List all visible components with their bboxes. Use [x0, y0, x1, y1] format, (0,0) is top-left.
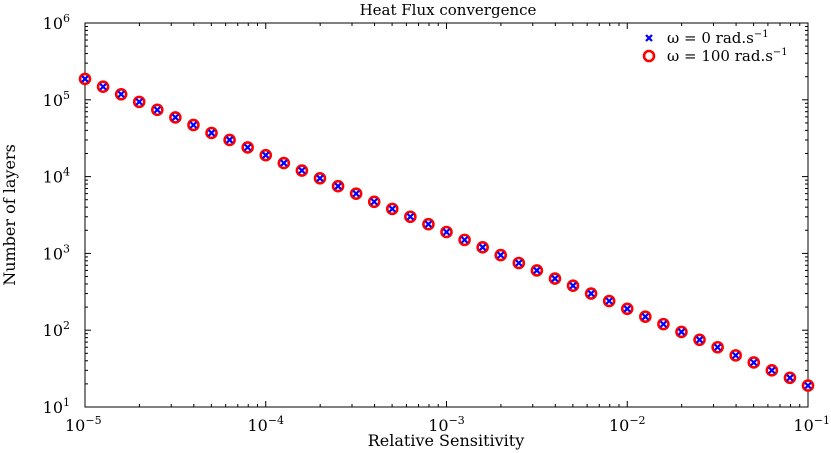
- marker-omega-0: [334, 182, 342, 190]
- marker-omega-0: [243, 143, 252, 152]
- marker-omega-0: [388, 205, 397, 213]
- legend: ω = 0 rad.s−1ω = 100 rad.s−1: [642, 29, 788, 65]
- marker-omega-0: [225, 136, 234, 144]
- marker-omega-0: [298, 166, 306, 175]
- marker-omega-0: [406, 212, 415, 221]
- marker-omega-0: [189, 121, 198, 129]
- y-tick-label: 101: [43, 396, 70, 417]
- chart-title: Heat Flux convergence: [360, 1, 537, 19]
- marker-omega-0: [81, 75, 89, 83]
- marker-omega-0: [587, 289, 595, 298]
- marker-omega-0: [135, 98, 143, 106]
- y-tick-label: 102: [43, 319, 70, 340]
- marker-omega-0: [786, 374, 794, 382]
- marker-omega-0: [695, 336, 704, 344]
- marker-omega-0: [605, 297, 613, 305]
- marker-omega-0: [551, 274, 559, 283]
- marker-omega-0: [623, 305, 632, 313]
- legend-label: ω = 0 rad.s−1: [667, 29, 769, 47]
- marker-omega-0: [659, 320, 668, 328]
- legend-marker-circle: [642, 49, 656, 63]
- y-tick-label: 103: [43, 242, 70, 263]
- marker-omega-0: [478, 243, 487, 252]
- marker-omega-0: [442, 228, 451, 236]
- marker-omega-0: [496, 251, 505, 259]
- marker-omega-0: [207, 129, 216, 137]
- x-tick-label: 10−4: [247, 414, 284, 435]
- x-tick-label: 10−3: [428, 414, 465, 435]
- legend-label: ω = 100 rad.s−1: [667, 47, 788, 65]
- x-axis-ticks: 10−5 10−4 10−3 10−2 10−1: [65, 23, 830, 435]
- data-markers: [78, 72, 815, 392]
- y-axis-ticks: 101 102 103 104 105 106: [43, 12, 808, 417]
- marker-omega-0: [424, 220, 433, 228]
- x-axis-label: Relative Sensitivity: [368, 431, 525, 450]
- marker-omega-0: [749, 358, 758, 367]
- marker-omega-0: [370, 198, 378, 206]
- x-tick-label: 10−2: [609, 414, 646, 435]
- marker-omega-0: [569, 281, 577, 290]
- y-axis-label: Number of layers: [0, 144, 19, 286]
- y-tick-label: 106: [43, 12, 70, 33]
- legend-marker-x: [645, 34, 653, 42]
- marker-omega-0: [515, 259, 523, 267]
- plot-frame: [84, 22, 809, 408]
- y-tick-label: 104: [43, 166, 70, 187]
- marker-omega-0: [171, 113, 180, 122]
- marker-omega-0: [768, 366, 776, 375]
- marker-omega-0: [460, 236, 469, 244]
- marker-omega-0: [316, 174, 324, 183]
- y-tick-label: 105: [43, 89, 70, 110]
- marker-omega-0: [261, 151, 270, 159]
- marker-omega-0: [731, 351, 740, 360]
- marker-omega-0: [99, 82, 107, 91]
- marker-omega-0: [352, 189, 360, 198]
- marker-omega-0: [117, 90, 125, 99]
- marker-omega-0: [280, 159, 288, 167]
- marker-omega-0: [641, 312, 650, 321]
- marker-omega-0: [533, 266, 541, 275]
- marker-omega-0: [153, 106, 162, 114]
- marker-omega-0: [713, 343, 722, 352]
- x-tick-label: 10−1: [793, 414, 830, 435]
- x-tick-label: 10−5: [65, 414, 102, 435]
- marker-omega-0: [677, 328, 686, 336]
- marker-omega-0: [804, 381, 812, 390]
